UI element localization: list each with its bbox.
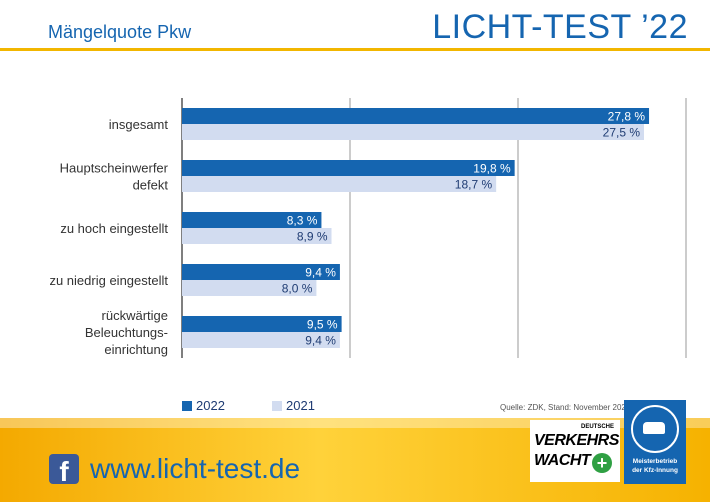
source-note: Quelle: ZDK, Stand: November 2022 xyxy=(500,403,631,412)
verkehrswacht-logo-line2: WACHT xyxy=(534,452,591,469)
category-label: insgesamt xyxy=(109,117,169,132)
bar-2021-4 xyxy=(182,332,340,348)
bar-chart: insgesamt 27,8 % 27,5 % Hauptscheinwerfer de… xyxy=(49,98,687,358)
data-label-2022: 27,8 % xyxy=(608,110,646,124)
brand-title: LICHT-TEST ’22 xyxy=(432,8,688,46)
bar-2021-3 xyxy=(182,280,317,296)
legend-item-2022: 2022 xyxy=(182,398,225,413)
plus-icon: + xyxy=(592,453,612,473)
data-label-2022: 8,3 % xyxy=(287,214,318,228)
car-icon xyxy=(643,422,665,434)
legend-label-2022: 2022 xyxy=(196,398,225,413)
header-rule xyxy=(0,48,710,51)
kfz-logo-line2: der Kfz-Innung xyxy=(632,467,678,474)
facebook-icon[interactable]: f xyxy=(49,454,79,484)
legend-label-2021: 2021 xyxy=(286,398,315,413)
footer-highlight xyxy=(0,418,710,428)
data-label-2022: 19,8 % xyxy=(473,162,511,176)
category-label: rückwärtige xyxy=(102,308,168,323)
data-label-2021: 18,7 % xyxy=(455,178,493,192)
verkehrswacht-logo-line1: VERKEHRS xyxy=(534,432,619,449)
bar-2021-1 xyxy=(182,176,497,192)
category-label: zu hoch eingestellt xyxy=(60,221,168,236)
bar-2022-0 xyxy=(182,108,650,124)
data-label-2021: 27,5 % xyxy=(603,126,641,140)
bar-2022-3 xyxy=(182,264,340,280)
bar-2022-1 xyxy=(182,160,515,176)
website-link[interactable]: www.licht-test.de xyxy=(90,453,301,484)
seal-icon xyxy=(631,405,679,453)
data-label-2022: 9,5 % xyxy=(307,318,338,332)
bar-2022-2 xyxy=(182,212,322,228)
bar-2021-0 xyxy=(182,124,644,140)
bar-2022-4 xyxy=(182,316,342,332)
legend-item-2021: 2021 xyxy=(272,398,315,413)
category-label: einrichtung xyxy=(104,342,168,357)
bar-2021-2 xyxy=(182,228,332,244)
category-label: defekt xyxy=(133,178,169,193)
category-label: Beleuchtungs- xyxy=(85,325,168,340)
data-label-2021: 8,9 % xyxy=(297,230,328,244)
legend-swatch-2021 xyxy=(272,400,282,411)
chart-subtitle: Mängelquote Pkw xyxy=(48,22,192,42)
verkehrswacht-logo-small: DEUTSCHE xyxy=(580,424,614,430)
category-label: Hauptscheinwerfer xyxy=(60,161,169,176)
category-label: zu niedrig eingestellt xyxy=(49,273,168,288)
kfz-logo-line1: Meisterbetrieb xyxy=(632,458,678,465)
kfz-innung-logo: Meisterbetrieb der Kfz-Innung xyxy=(624,400,686,484)
verkehrswacht-logo: DEUTSCHE VERKEHRS WACHT + xyxy=(530,420,620,482)
data-label-2021: 8,0 % xyxy=(282,282,313,296)
data-label-2022: 9,4 % xyxy=(305,266,336,280)
data-label-2021: 9,4 % xyxy=(305,334,336,348)
legend-swatch-2022 xyxy=(182,400,192,411)
